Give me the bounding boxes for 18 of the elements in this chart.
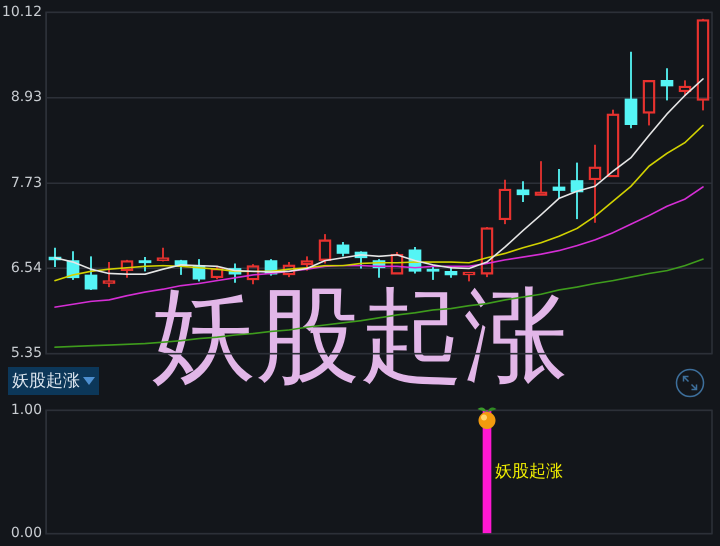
y-tick-label: 7.73 xyxy=(10,175,42,191)
candlestick xyxy=(570,162,584,220)
candlestick xyxy=(660,67,674,102)
y-tick-label: 8.93 xyxy=(10,89,42,106)
y-tick-label: 1.00 xyxy=(10,402,42,418)
annotation: 妖股起涨 xyxy=(495,461,563,482)
candlestick xyxy=(138,256,152,272)
chart-title: 妖股起涨 xyxy=(12,370,80,390)
candlestick xyxy=(336,241,350,258)
candlestick xyxy=(84,255,98,290)
y-tick-label: 10.12 xyxy=(2,4,42,20)
y-tick-label: 5.35 xyxy=(10,345,42,362)
candlestick xyxy=(624,50,638,130)
candlestick xyxy=(516,180,530,203)
candlestick xyxy=(552,168,566,200)
candlestick xyxy=(426,265,440,281)
y-tick-label: 6.54 xyxy=(10,260,42,276)
y-tick-label: 0.00 xyxy=(10,525,42,542)
